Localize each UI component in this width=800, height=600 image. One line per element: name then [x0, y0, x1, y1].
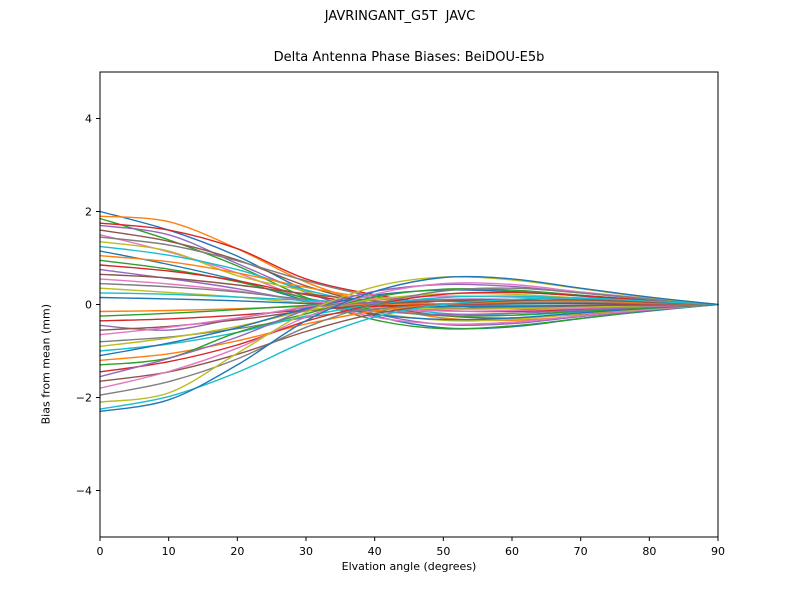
y-tick-label: 2: [85, 206, 92, 219]
series-line: [99, 297, 719, 410]
series-line: [99, 291, 719, 373]
y-tick-label: 0: [85, 299, 92, 312]
x-tick-label: 60: [505, 545, 519, 558]
x-tick-label: 90: [711, 545, 725, 558]
series-line: [99, 268, 719, 316]
x-tick-label: 40: [368, 545, 382, 558]
x-tick-label: 30: [299, 545, 313, 558]
series-line: [99, 302, 719, 322]
axes-title: Delta Antenna Phase Biases: BeiDOU-E5b: [273, 50, 545, 65]
series-line: [99, 250, 719, 321]
series-line: [99, 295, 719, 352]
series-line: [99, 275, 719, 413]
series-line: [99, 287, 719, 396]
x-tick-label: 50: [436, 545, 450, 558]
x-tick-label: 20: [230, 545, 244, 558]
x-tick-label: 70: [574, 545, 588, 558]
x-tick-label: 80: [642, 545, 656, 558]
x-tick-label: 10: [162, 545, 176, 558]
x-axis-label: Elvation angle (degrees): [341, 560, 477, 573]
series-line: [99, 299, 719, 382]
y-tick-label: −4: [76, 485, 92, 498]
figure-title: JAVRINGANT_G5T JAVC: [324, 9, 476, 24]
y-tick-label: 4: [85, 113, 92, 126]
y-tick-label: −2: [76, 392, 92, 405]
x-tick-label: 0: [97, 545, 104, 558]
